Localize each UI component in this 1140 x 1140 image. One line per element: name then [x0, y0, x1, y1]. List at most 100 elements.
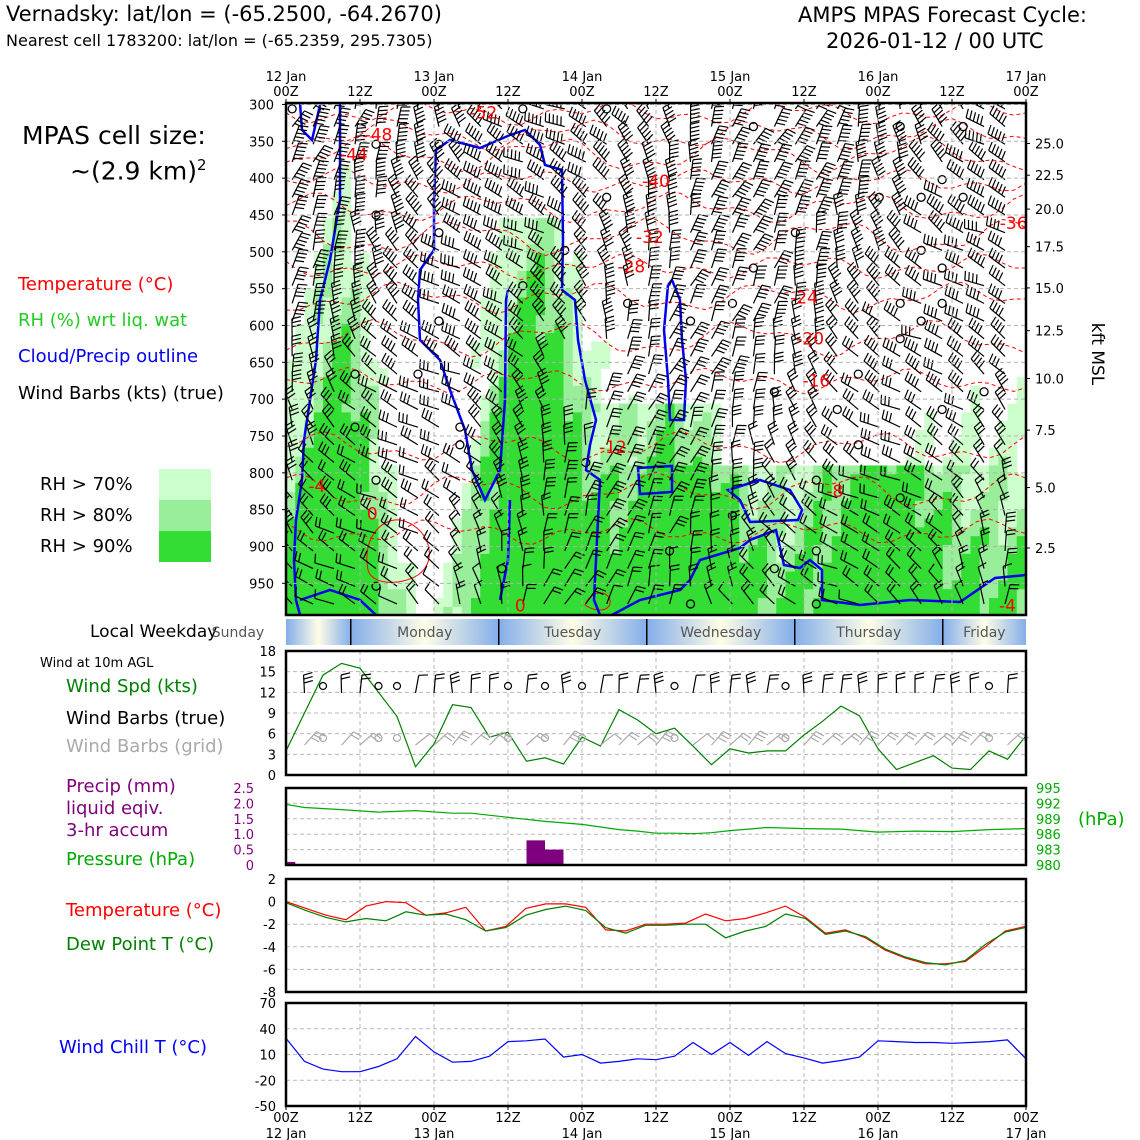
wind-barb: [648, 584, 656, 605]
wind-barb-flag: [355, 179, 366, 182]
wind-barb-flag: [440, 269, 444, 279]
wind-barb-flag: [471, 473, 480, 481]
wind-barb-flag: [758, 150, 768, 154]
rh-cell: [461, 491, 472, 502]
rh-cell: [350, 394, 361, 405]
wind-barb-flag: [636, 103, 644, 111]
wind-barb-flag: [407, 340, 413, 350]
rh-cell: [563, 297, 574, 307]
wind-barb-flag: [576, 127, 582, 137]
wind-barb-flag: [767, 420, 777, 427]
wind-barb-flag: [667, 177, 677, 182]
wind-barb-flag: [456, 584, 466, 589]
rh-cell: [813, 589, 824, 599]
rh-cell: [545, 500, 555, 511]
rh-cell: [313, 447, 324, 458]
rh-cell: [711, 606, 722, 615]
wind-barb: [441, 382, 461, 393]
wind-barb-flag: [491, 269, 497, 279]
rh-cell: [665, 465, 676, 475]
wind-barb-flag: [733, 396, 744, 399]
wind-barb-flag: [355, 240, 365, 243]
rh-cell: [341, 571, 352, 581]
rh-cell: [313, 438, 324, 449]
wind-barb-flag: [296, 530, 302, 539]
wind-barb-flag: [773, 412, 783, 416]
rh-cell: [1016, 483, 1026, 493]
wind-barb: [375, 103, 377, 109]
wind-barb-flag: [776, 140, 786, 147]
wind-barb-flag: [532, 350, 541, 358]
rh-cell: [1007, 500, 1018, 511]
legend-rh: RH (%) wrt liq. wat: [18, 310, 188, 331]
wind-barb-flag: [465, 122, 471, 132]
wind-barb-flag: [726, 544, 736, 550]
rh-cell: [600, 518, 611, 528]
wind-barb-flag: [455, 92, 462, 98]
wind-barb-flag: [623, 265, 633, 271]
wind-barb-flag: [759, 146, 770, 150]
wind-barb-flag: [782, 253, 792, 258]
wind-barb: [291, 215, 303, 233]
wind-barb-flag: [693, 529, 703, 532]
rh-cell: [341, 553, 352, 564]
rh-cell: [841, 465, 851, 475]
wind-barb-flag: [491, 305, 497, 315]
wind-barb: [752, 215, 765, 233]
rh-cell: [998, 527, 1009, 537]
wind-barb-flag: [403, 546, 410, 555]
wind-barb-flag: [396, 146, 406, 151]
rh-cell: [323, 527, 333, 537]
wind-barb: [627, 373, 638, 393]
rh-cell: [350, 580, 361, 590]
wind-barb-flag: [782, 143, 793, 147]
rh-cell: [332, 430, 343, 440]
rh-cell: [443, 598, 454, 608]
rh-cell: [841, 545, 851, 555]
wind-barb-flag: [623, 194, 633, 200]
wind-barb-flag: [450, 340, 456, 350]
wind-barb: [496, 478, 503, 499]
wind-barb-flag: [672, 295, 682, 298]
rh-cell: [535, 527, 546, 537]
wind-barb: [690, 338, 701, 357]
wind-barb: [525, 134, 545, 145]
wind-barb-flag: [622, 190, 632, 197]
wind-barb-flag: [295, 149, 306, 153]
rh-cell: [508, 368, 518, 378]
rh-cell: [341, 324, 352, 334]
wind-barb: [375, 177, 379, 198]
wind-barb: [441, 400, 461, 411]
wind-barb-flag: [543, 532, 553, 536]
wind-barb-flag: [361, 115, 371, 121]
rh-cell: [637, 545, 648, 555]
wind-barb-flag: [301, 232, 311, 236]
wind-barb-flag: [692, 158, 703, 161]
wind-barb-flag: [325, 498, 332, 508]
wind-barb: [291, 195, 300, 216]
wind-barb-flag: [529, 280, 537, 289]
rh-cell: [545, 350, 555, 360]
wind-barb: [710, 390, 718, 410]
wind-barb: [360, 414, 377, 428]
rh-cell: [646, 518, 657, 528]
wind-barb-flag: [514, 150, 517, 160]
wind-barb-flag: [676, 284, 687, 287]
wind-barb-flag: [340, 446, 344, 456]
rh-cell: [360, 377, 370, 387]
wind-barb-flag: [564, 429, 574, 434]
rh-cell: [970, 589, 981, 599]
wind-barb-flag: [314, 553, 317, 564]
wind-barb-flag: [654, 416, 664, 421]
rh-cell: [350, 474, 361, 484]
rh-cell: [526, 297, 537, 307]
rh-cell: [461, 545, 472, 555]
wind-barb: [710, 267, 721, 286]
wind-barb: [465, 342, 482, 357]
rh-cell: [563, 332, 574, 343]
rh-cell: [989, 474, 999, 484]
rh-cell: [637, 509, 648, 520]
rh-cell: [924, 474, 935, 484]
wind-barb: [703, 585, 713, 605]
wind-barb: [689, 407, 696, 428]
